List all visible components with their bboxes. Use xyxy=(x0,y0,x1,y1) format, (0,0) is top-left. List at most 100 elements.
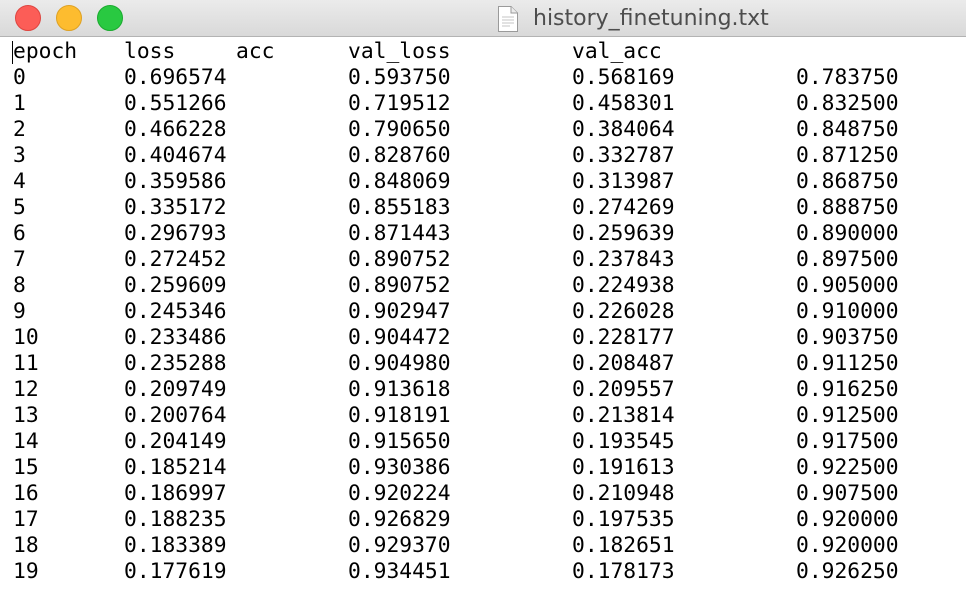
table-row: 4 0.359586 0.848069 0.313987 0.868750 xyxy=(13,169,966,195)
val-acc-cell: 0.890000 xyxy=(796,221,899,246)
epoch-cell: 18 xyxy=(13,533,39,558)
table-row: 2 0.466228 0.790650 0.384064 0.848750 xyxy=(13,117,966,143)
val-acc-cell: 0.871250 xyxy=(796,143,899,168)
val-acc-cell: 0.903750 xyxy=(796,325,899,350)
epoch-cell: 13 xyxy=(13,403,39,428)
loss-cell: 0.466228 xyxy=(124,117,227,142)
val-loss-cell: 0.178173 xyxy=(572,559,675,584)
epoch-cell: 10 xyxy=(13,325,39,350)
epoch-cell: 16 xyxy=(13,481,39,506)
acc-cell: 0.918191 xyxy=(348,403,451,428)
val-loss-cell: 0.224938 xyxy=(572,273,675,298)
epoch-cell: 7 xyxy=(13,247,26,272)
loss-cell: 0.272452 xyxy=(124,247,227,272)
table-row: 5 0.335172 0.855183 0.274269 0.888750 xyxy=(13,195,966,221)
loss-cell: 0.188235 xyxy=(124,507,227,532)
val-loss-cell: 0.226028 xyxy=(572,299,675,324)
loss-cell: 0.404674 xyxy=(124,143,227,168)
val-loss-cell: 0.197535 xyxy=(572,507,675,532)
table-row: 6 0.296793 0.871443 0.259639 0.890000 xyxy=(13,221,966,247)
acc-cell: 0.930386 xyxy=(348,455,451,480)
loss-cell: 0.359586 xyxy=(124,169,227,194)
val-acc-cell: 0.917500 xyxy=(796,429,899,454)
val-acc-cell: 0.926250 xyxy=(796,559,899,584)
epoch-cell: 1 xyxy=(13,91,26,116)
table-row: 14 0.204149 0.915650 0.193545 0.917500 xyxy=(13,429,966,455)
text-cursor xyxy=(12,41,13,64)
val-loss-cell: 0.191613 xyxy=(572,455,675,480)
acc-cell: 0.902947 xyxy=(348,299,451,324)
table-row: 1 0.551266 0.719512 0.458301 0.832500 xyxy=(13,91,966,117)
loss-cell: 0.245346 xyxy=(124,299,227,324)
acc-cell: 0.926829 xyxy=(348,507,451,532)
header-loss: loss xyxy=(124,39,176,64)
val-loss-cell: 0.228177 xyxy=(572,325,675,350)
acc-cell: 0.920224 xyxy=(348,481,451,506)
table-row: 8 0.259609 0.890752 0.224938 0.905000 xyxy=(13,273,966,299)
acc-cell: 0.904472 xyxy=(348,325,451,350)
zoom-button[interactable] xyxy=(97,5,123,31)
loss-cell: 0.185214 xyxy=(124,455,227,480)
val-acc-cell: 0.868750 xyxy=(796,169,899,194)
epoch-cell: 5 xyxy=(13,195,26,220)
loss-cell: 0.183389 xyxy=(124,533,227,558)
acc-cell: 0.593750 xyxy=(348,65,451,90)
acc-cell: 0.848069 xyxy=(348,169,451,194)
val-loss-cell: 0.208487 xyxy=(572,351,675,376)
loss-cell: 0.233486 xyxy=(124,325,227,350)
val-acc-cell: 0.897500 xyxy=(796,247,899,272)
val-loss-cell: 0.237843 xyxy=(572,247,675,272)
header-val-acc: val_acc xyxy=(572,39,662,64)
minimize-button[interactable] xyxy=(56,5,82,31)
loss-cell: 0.551266 xyxy=(124,91,227,116)
val-loss-cell: 0.384064 xyxy=(572,117,675,142)
val-acc-cell: 0.888750 xyxy=(796,195,899,220)
val-loss-cell: 0.213814 xyxy=(572,403,675,428)
acc-cell: 0.828760 xyxy=(348,143,451,168)
val-loss-cell: 0.274269 xyxy=(572,195,675,220)
header-acc: acc xyxy=(236,39,275,64)
close-button[interactable] xyxy=(15,5,41,31)
table-row: 17 0.188235 0.926829 0.197535 0.920000 xyxy=(13,507,966,533)
val-acc-cell: 0.922500 xyxy=(796,455,899,480)
document-icon[interactable] xyxy=(497,5,519,33)
val-acc-cell: 0.920000 xyxy=(796,533,899,558)
loss-cell: 0.204149 xyxy=(124,429,227,454)
epoch-cell: 6 xyxy=(13,221,26,246)
loss-cell: 0.296793 xyxy=(124,221,227,246)
text-document-body[interactable]: epoch loss acc val_loss val_acc 0 0.69657… xyxy=(12,39,966,604)
epoch-cell: 14 xyxy=(13,429,39,454)
loss-cell: 0.200764 xyxy=(124,403,227,428)
acc-cell: 0.871443 xyxy=(348,221,451,246)
val-loss-cell: 0.313987 xyxy=(572,169,675,194)
table-row: 9 0.245346 0.902947 0.226028 0.910000 xyxy=(13,299,966,325)
val-loss-cell: 0.210948 xyxy=(572,481,675,506)
epoch-cell: 11 xyxy=(13,351,39,376)
table-row: 12 0.209749 0.913618 0.209557 0.916250 xyxy=(13,377,966,403)
val-acc-cell: 0.916250 xyxy=(796,377,899,402)
val-acc-cell: 0.905000 xyxy=(796,273,899,298)
acc-cell: 0.929370 xyxy=(348,533,451,558)
acc-cell: 0.890752 xyxy=(348,273,451,298)
epoch-cell: 4 xyxy=(13,169,26,194)
window-title: history_finetuning.txt xyxy=(533,6,769,31)
acc-cell: 0.915650 xyxy=(348,429,451,454)
acc-cell: 0.719512 xyxy=(348,91,451,116)
acc-cell: 0.934451 xyxy=(348,559,451,584)
val-acc-cell: 0.848750 xyxy=(796,117,899,142)
val-loss-cell: 0.332787 xyxy=(572,143,675,168)
title-bar[interactable]: history_finetuning.txt xyxy=(0,0,966,37)
acc-cell: 0.790650 xyxy=(348,117,451,142)
table-row: 13 0.200764 0.918191 0.213814 0.912500 xyxy=(13,403,966,429)
loss-cell: 0.335172 xyxy=(124,195,227,220)
epoch-cell: 3 xyxy=(13,143,26,168)
table-row: 18 0.183389 0.929370 0.182651 0.920000 xyxy=(13,533,966,559)
epoch-cell: 2 xyxy=(13,117,26,142)
epoch-cell: 17 xyxy=(13,507,39,532)
epoch-cell: 8 xyxy=(13,273,26,298)
acc-cell: 0.855183 xyxy=(348,195,451,220)
table-row: 7 0.272452 0.890752 0.237843 0.897500 xyxy=(13,247,966,273)
table-row: 16 0.186997 0.920224 0.210948 0.907500 xyxy=(13,481,966,507)
loss-cell: 0.235288 xyxy=(124,351,227,376)
loss-cell: 0.186997 xyxy=(124,481,227,506)
